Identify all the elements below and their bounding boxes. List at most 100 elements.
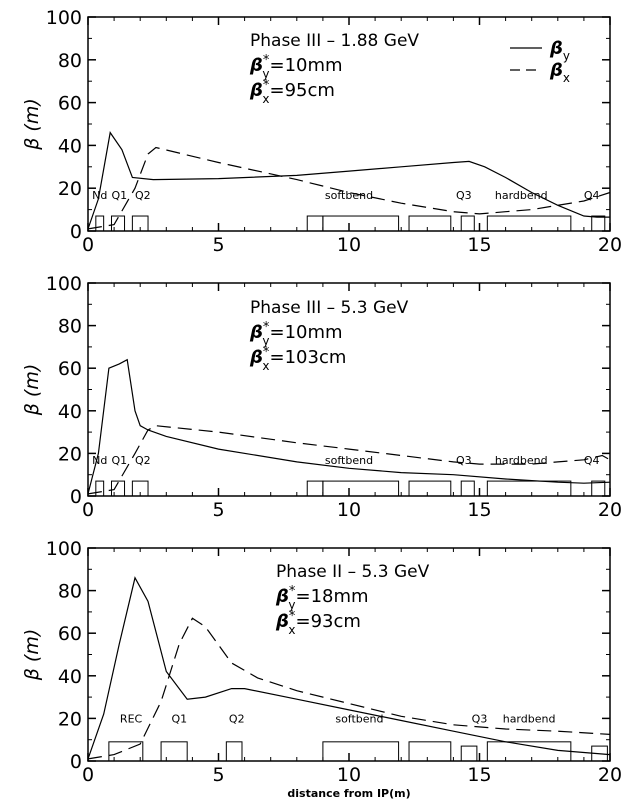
magnet-box bbox=[460, 215, 475, 232]
magnet-label: hardbend bbox=[495, 189, 548, 202]
y-tick-label: 80 bbox=[58, 581, 82, 603]
magnet-box bbox=[486, 741, 572, 762]
magnet-box bbox=[160, 741, 188, 762]
x-tick-label: 15 bbox=[467, 234, 491, 256]
magnet-box bbox=[408, 480, 452, 497]
beta-x-series-line bbox=[87, 617, 611, 760]
magnet-label: softbend bbox=[335, 713, 383, 726]
magnet-box bbox=[322, 741, 400, 762]
magnet-label: Q3 bbox=[456, 454, 472, 467]
magnet-box bbox=[486, 480, 572, 497]
magnet-box bbox=[131, 215, 149, 232]
y-axis-label: β (m) bbox=[21, 98, 43, 151]
magnet-label: REC bbox=[120, 713, 143, 726]
magnet-box bbox=[591, 480, 606, 497]
beta-x-series-line bbox=[87, 425, 611, 495]
magnet-box bbox=[306, 215, 324, 232]
y-tick-label: 100 bbox=[46, 7, 82, 29]
magnet-box bbox=[322, 480, 400, 497]
magnet-label: Nd bbox=[92, 189, 107, 202]
magnet-box bbox=[408, 215, 452, 232]
magnet-label: Q3 bbox=[456, 189, 472, 202]
legend-label: βy bbox=[549, 38, 570, 63]
chart-panel-3: 0 5 10 15 20 0 20 40 60 80 100 β (m) distance from I… bbox=[21, 538, 622, 800]
magnet-label: Q2 bbox=[135, 454, 151, 467]
magnet-label: Q4 bbox=[584, 454, 600, 467]
y-tick-label: 20 bbox=[58, 178, 82, 200]
beta-x-series-line bbox=[87, 146, 611, 230]
magnet-box bbox=[110, 480, 126, 497]
annotation-beta-y: β* y=18mm bbox=[275, 584, 369, 612]
y-tick-label: 100 bbox=[46, 273, 82, 295]
x-tick-label: 5 bbox=[212, 499, 224, 521]
beta-y-series-line bbox=[87, 576, 611, 760]
y-tick-label: 100 bbox=[46, 538, 82, 560]
annotation-beta-y: β* y=10mm bbox=[249, 320, 343, 348]
chart-panel-1: 0 5 10 15 20 0 20 40 60 80 100 β (m) Nd Q1 Q2 softbend Q… bbox=[21, 7, 622, 256]
y-tick-label: 40 bbox=[58, 401, 82, 423]
annotation-title: Phase III – 5.3 GeV bbox=[250, 298, 409, 318]
x-tick-label: 10 bbox=[337, 764, 361, 786]
magnet-box bbox=[95, 480, 105, 497]
legend-label: βx bbox=[549, 60, 570, 85]
magnet-box bbox=[306, 480, 324, 497]
x-tick-label: 0 bbox=[82, 764, 94, 786]
x-axis-label: distance from IP(m) bbox=[287, 787, 410, 800]
magnet-label: Nd bbox=[92, 454, 107, 467]
magnet-label: hardbend bbox=[495, 454, 548, 467]
y-tick-label: 80 bbox=[58, 50, 82, 72]
magnet-label: Q1 bbox=[172, 713, 188, 726]
x-tick-label: 20 bbox=[598, 234, 622, 256]
magnet-label: Q1 bbox=[111, 189, 127, 202]
y-tick-label: 80 bbox=[58, 316, 82, 338]
x-tick-label: 5 bbox=[212, 764, 224, 786]
magnet-box bbox=[131, 480, 149, 497]
annotation-beta-x: β* x=93cm bbox=[275, 609, 361, 637]
magnet-box bbox=[225, 741, 243, 762]
x-tick-label: 0 bbox=[82, 234, 94, 256]
magnet-label: softbend bbox=[325, 189, 373, 202]
magnet-box bbox=[322, 215, 400, 232]
annotation-beta-x: β* x=95cm bbox=[249, 78, 335, 106]
beta-y-series-line bbox=[87, 131, 610, 230]
y-tick-label: 20 bbox=[58, 708, 82, 730]
x-tick-label: 20 bbox=[598, 499, 622, 521]
y-axis-label: β (m) bbox=[21, 629, 43, 682]
annotation-beta-y: β* y=10mm bbox=[249, 53, 343, 81]
magnet-box bbox=[591, 215, 606, 232]
y-axis-label: β (m) bbox=[21, 364, 43, 417]
x-tick-label: 10 bbox=[337, 499, 361, 521]
x-tick-label: 5 bbox=[212, 234, 224, 256]
y-tick-label: 60 bbox=[58, 93, 82, 115]
y-tick-label: 0 bbox=[70, 221, 82, 243]
y-tick-label: 60 bbox=[58, 623, 82, 645]
annotation-beta-x: β* x=103cm bbox=[249, 345, 346, 373]
magnet-box bbox=[460, 745, 478, 762]
x-tick-label: 20 bbox=[598, 764, 622, 786]
magnet-box bbox=[486, 215, 572, 232]
y-tick-label: 40 bbox=[58, 666, 82, 688]
magnet-box bbox=[95, 215, 105, 232]
x-tick-label: 10 bbox=[337, 234, 361, 256]
magnet-label: Q2 bbox=[135, 189, 151, 202]
magnet-label: Q3 bbox=[472, 713, 488, 726]
x-tick-label: 15 bbox=[467, 499, 491, 521]
magnet-label: softbend bbox=[325, 454, 373, 467]
y-tick-label: 40 bbox=[58, 135, 82, 157]
annotation-title: Phase III – 1.88 GeV bbox=[250, 31, 419, 51]
magnet-label: hardbend bbox=[503, 713, 556, 726]
magnet-box bbox=[110, 215, 126, 232]
magnet-box bbox=[460, 480, 475, 497]
y-tick-label: 0 bbox=[70, 751, 82, 773]
magnet-box bbox=[108, 741, 144, 762]
magnet-label: Q1 bbox=[111, 454, 127, 467]
y-tick-label: 20 bbox=[58, 443, 82, 465]
beta-y-series-line bbox=[87, 358, 611, 495]
annotation-title: Phase II – 5.3 GeV bbox=[276, 562, 430, 582]
x-tick-label: 15 bbox=[467, 764, 491, 786]
y-tick-label: 60 bbox=[58, 358, 82, 380]
magnet-box bbox=[408, 741, 452, 762]
chart-panel-2: 0 5 10 15 20 0 20 40 60 80 100 β (m) Nd Q1 Q2 softbend Q… bbox=[21, 273, 622, 521]
magnet-label: Q2 bbox=[229, 713, 245, 726]
